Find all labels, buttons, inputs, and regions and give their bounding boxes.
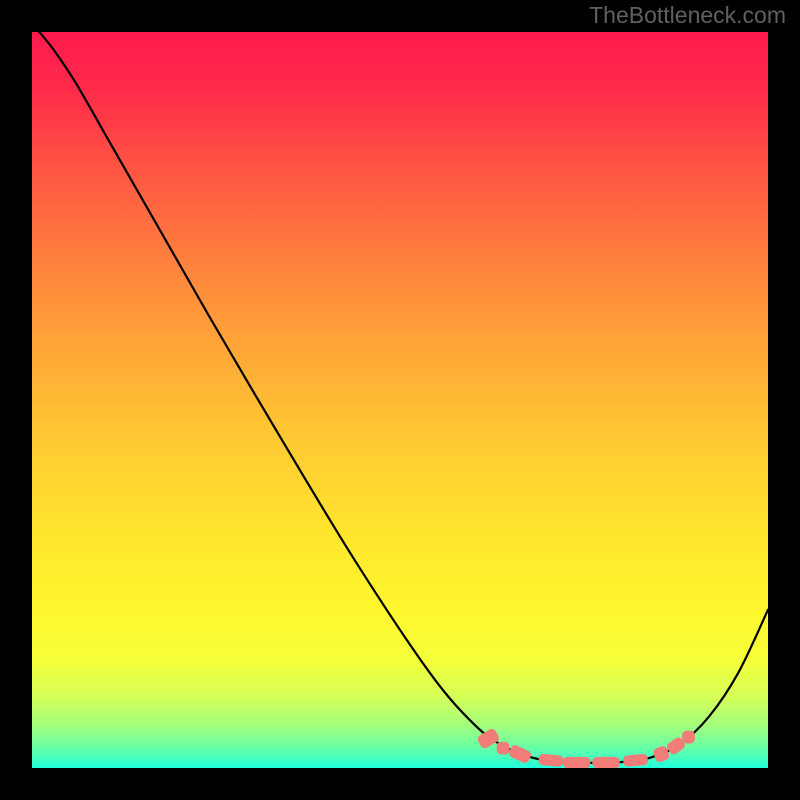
curve-marker (683, 731, 695, 743)
bottleneck-curve (39, 32, 768, 763)
curve-layer (32, 32, 768, 768)
curve-marker (508, 744, 532, 763)
curve-marker (653, 746, 670, 763)
curve-marker (593, 757, 620, 767)
attribution-text: TheBottleneck.com (589, 2, 786, 29)
chart-page: { "attribution": "TheBottleneck.com", "p… (0, 0, 800, 800)
curve-marker (539, 754, 563, 766)
marker-layer (477, 728, 695, 768)
curve-marker (623, 754, 647, 766)
plot-area (32, 32, 768, 768)
curve-marker (563, 757, 590, 767)
curve-marker (497, 742, 509, 754)
